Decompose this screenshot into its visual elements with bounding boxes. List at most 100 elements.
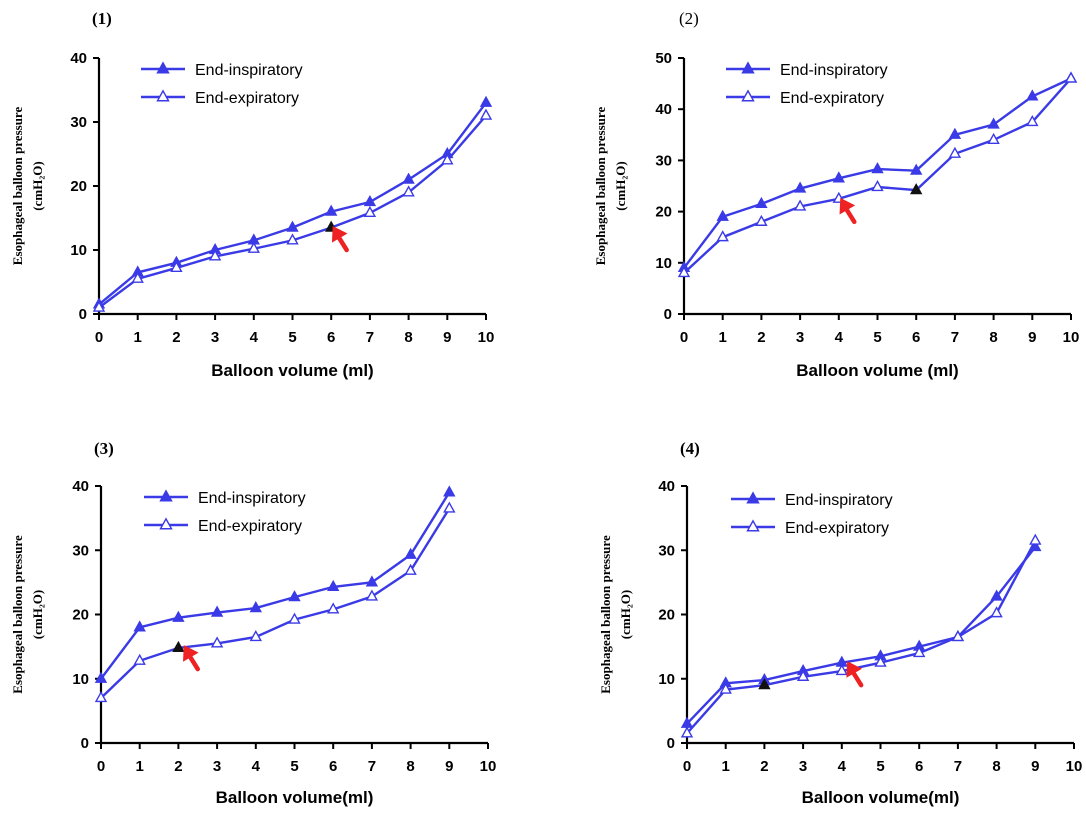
x-tick-label: 5 — [288, 329, 296, 346]
legend-entry: End-expiratory — [780, 90, 884, 107]
data-point — [365, 575, 379, 587]
data-point — [677, 266, 691, 278]
data-point — [249, 601, 262, 613]
data-point — [874, 655, 887, 667]
x-tick-label: 7 — [954, 758, 962, 775]
data-point — [365, 589, 379, 601]
legend-marker — [159, 517, 173, 530]
legend-entry: End-expiratory — [195, 90, 299, 107]
red-arrow — [331, 226, 349, 253]
series-line-end-expiratory — [100, 507, 451, 699]
data-point — [172, 610, 185, 622]
x-tick-label: 6 — [912, 329, 920, 346]
red-arrow — [183, 645, 200, 672]
x-tick-label: 0 — [683, 758, 691, 775]
data-point — [1026, 114, 1039, 127]
x-axis-label: Balloon volume(ml) — [216, 788, 374, 807]
y-tick-label: 0 — [664, 306, 672, 323]
legend-marker — [156, 61, 170, 74]
x-tick-label: 3 — [799, 758, 807, 775]
data-point — [210, 636, 224, 648]
legend-marker — [746, 519, 760, 532]
x-tick-label: 7 — [368, 758, 376, 775]
data-point — [94, 691, 108, 703]
data-point — [1064, 71, 1078, 83]
chart-panel-1: (1) 0 10 20 30 40 0 1 2 3 4 5 6 7 8 9 10 Balloon volume (… — [10, 9, 494, 380]
x-tick-label: 9 — [443, 329, 451, 346]
series-line-end-inspiratory — [686, 546, 1037, 725]
data-point — [288, 590, 301, 602]
legend-entry: End-inspiratory — [198, 490, 306, 507]
x-tick-label: 0 — [680, 329, 688, 346]
data-point — [363, 205, 377, 218]
chart-panel-3: (3) 0 10 20 30 40 0 1 2 3 4 5 6 7 8 9 10 Balloon volume(m… — [10, 439, 496, 807]
data-point — [1026, 89, 1039, 101]
legend-entry: End-inspiratory — [195, 62, 303, 79]
panel-label: (4) — [680, 439, 700, 458]
legend-marker — [741, 61, 755, 74]
x-tick-label: 1 — [719, 329, 727, 346]
x-tick-label: 5 — [290, 758, 298, 775]
x-tick-label: 1 — [722, 758, 730, 775]
legend-entry: End-inspiratory — [780, 62, 888, 79]
legend-entry: End-expiratory — [785, 520, 889, 537]
data-point — [443, 485, 456, 497]
series-line-end-expiratory — [98, 114, 487, 309]
data-point — [479, 108, 493, 120]
data-point — [92, 300, 106, 312]
data-point — [871, 162, 884, 174]
x-tick-label: 2 — [172, 329, 180, 346]
x-tick-label: 6 — [915, 758, 923, 775]
data-point — [910, 163, 923, 175]
x-tick-label: 8 — [992, 758, 1000, 775]
x-axis-label: Balloon volume(ml) — [802, 788, 960, 807]
chart-panel-2: (2) 0 10 20 30 40 50 0 1 2 3 4 5 6 7 8 9 10 Balloon volume… — [593, 9, 1079, 380]
x-tick-label: 4 — [835, 329, 844, 346]
y-tick-label: 30 — [658, 542, 675, 559]
x-tick-label: 7 — [951, 329, 959, 346]
y-axis-label: Esophageal balloon pressure — [598, 535, 613, 694]
panel-label: (3) — [94, 439, 114, 458]
data-point — [327, 579, 340, 591]
y-tick-label: 30 — [72, 542, 89, 559]
x-tick-label: 4 — [252, 758, 261, 775]
data-point — [247, 241, 260, 253]
x-tick-label: 7 — [366, 329, 374, 346]
highlight-point — [758, 678, 771, 690]
x-tick-label: 8 — [406, 758, 414, 775]
data-point — [249, 629, 262, 642]
highlight-point — [910, 183, 923, 195]
series-line-end-expiratory — [683, 77, 1072, 274]
y-tick-label: 20 — [658, 607, 675, 624]
series-line-end-inspiratory — [100, 491, 451, 680]
chart-panel-4: (4) 0 10 20 30 40 0 1 2 3 4 5 6 7 8 9 10 Balloon volume(m… — [598, 439, 1082, 807]
legend-marker — [741, 89, 755, 102]
y-tick-label: 0 — [667, 735, 675, 752]
data-point — [402, 172, 415, 184]
y-axis-label: Esophageal balloon pressure — [593, 107, 608, 266]
data-point — [680, 726, 694, 738]
data-point — [170, 260, 183, 273]
data-point — [990, 606, 1003, 618]
data-point — [793, 181, 807, 193]
data-point — [716, 230, 729, 242]
data-point — [208, 249, 222, 261]
y-tick-label: 0 — [79, 306, 87, 323]
x-tick-label: 9 — [1028, 329, 1036, 346]
data-point — [948, 127, 962, 139]
data-point — [987, 117, 1000, 129]
x-tick-label: 9 — [445, 758, 453, 775]
data-point — [716, 209, 729, 221]
arrow-head — [846, 661, 862, 678]
y-tick-label: 10 — [658, 671, 675, 688]
y-tick-label: 10 — [655, 255, 672, 272]
y-axis-unit: (cmH₂O) — [618, 590, 633, 639]
y-axis-label: Esophageal balloon pressure — [10, 535, 25, 694]
data-point — [404, 547, 417, 559]
series-line-end-expiratory — [686, 540, 1037, 735]
data-point — [871, 180, 884, 192]
x-tick-label: 5 — [876, 758, 884, 775]
y-axis-unit: (cmH₂O) — [30, 590, 45, 639]
red-arrow — [846, 661, 864, 688]
